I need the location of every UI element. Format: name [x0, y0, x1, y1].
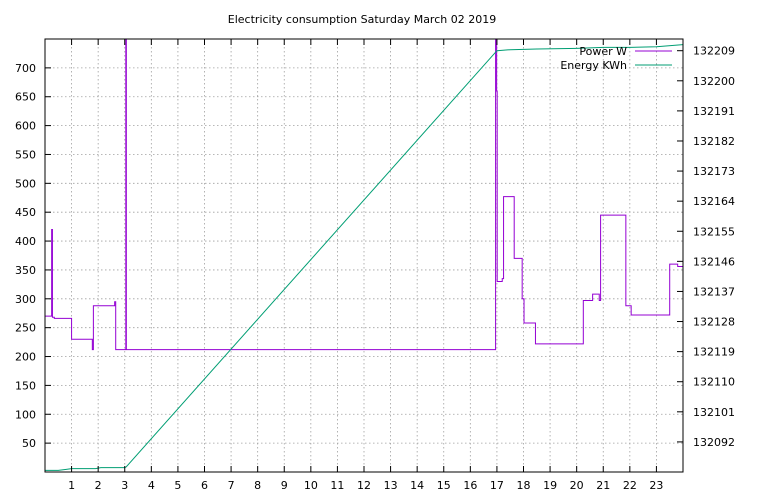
y2-tick-label: 132209 [693, 45, 735, 58]
chart-title: Electricity consumption Saturday March 0… [228, 13, 496, 26]
x-tick-label: 1 [68, 479, 75, 492]
x-tick-label: 7 [228, 479, 235, 492]
y2-tick-label: 132155 [693, 225, 735, 238]
y2-tick-label: 132200 [693, 75, 735, 88]
x-tick-label: 6 [201, 479, 208, 492]
x-tick-label: 23 [649, 479, 663, 492]
y-tick-label: 300 [15, 293, 36, 306]
x-tick-label: 17 [490, 479, 504, 492]
y2-tick-label: 132092 [693, 436, 735, 449]
y-tick-label: 150 [15, 379, 36, 392]
x-tick-label: 14 [410, 479, 424, 492]
x-tick-label: 20 [570, 479, 584, 492]
y2-tick-label: 132173 [693, 165, 735, 178]
y-tick-label: 450 [15, 206, 36, 219]
y2-tick-label: 132110 [693, 376, 735, 389]
y-tick-label: 350 [15, 264, 36, 277]
grid [45, 39, 683, 472]
y2-tick-label: 132137 [693, 285, 735, 298]
legend-label: Energy KWh [560, 59, 627, 72]
x-axis-ticks: 1 2 3 4 5 6 7 8 9 10 11 12 13 14 15 16 17 18 19 20 21 22 23 [68, 39, 663, 492]
x-tick-label: 16 [463, 479, 477, 492]
y-tick-label: 700 [15, 62, 36, 75]
y2-tick-label: 132128 [693, 316, 735, 329]
x-tick-label: 12 [357, 479, 371, 492]
y2-tick-label: 132191 [693, 105, 735, 118]
legend-label: Power W [579, 45, 627, 58]
series-lines [45, 39, 683, 471]
y2-tick-label: 132182 [693, 135, 735, 148]
y-tick-label: 200 [15, 351, 36, 364]
y2-tick-label: 132101 [693, 406, 735, 419]
x-tick-label: 19 [543, 479, 557, 492]
y-axis-ticks: 50 100 150 200 250 300 350 400 450 500 550 600 650 70… [15, 62, 51, 450]
x-tick-label: 22 [623, 479, 637, 492]
x-tick-label: 9 [281, 479, 288, 492]
y-tick-label: 500 [15, 177, 36, 190]
y-tick-label: 600 [15, 120, 36, 133]
x-tick-label: 4 [148, 479, 155, 492]
x-tick-label: 11 [330, 479, 344, 492]
y2-tick-label: 132146 [693, 255, 735, 268]
y-tick-label: 400 [15, 235, 36, 248]
x-tick-label: 8 [254, 479, 261, 492]
x-tick-label: 21 [596, 479, 610, 492]
x-tick-label: 2 [95, 479, 102, 492]
y-tick-label: 650 [15, 91, 36, 104]
x-tick-label: 3 [121, 479, 128, 492]
x-tick-label: 13 [384, 479, 398, 492]
series-line-power [45, 39, 683, 351]
y-tick-label: 550 [15, 148, 36, 161]
series-line-energy [45, 44, 683, 471]
x-tick-label: 5 [174, 479, 181, 492]
y-tick-label: 50 [22, 437, 36, 450]
y2-tick-label: 132164 [693, 195, 735, 208]
y2-axis-ticks: 132092 132101 132110 132119 132128 132137 1321… [677, 45, 735, 449]
y-tick-label: 250 [15, 322, 36, 335]
x-tick-label: 10 [304, 479, 318, 492]
x-tick-label: 18 [517, 479, 531, 492]
x-tick-label: 15 [437, 479, 451, 492]
y2-tick-label: 132119 [693, 346, 735, 359]
y-tick-label: 100 [15, 408, 36, 421]
